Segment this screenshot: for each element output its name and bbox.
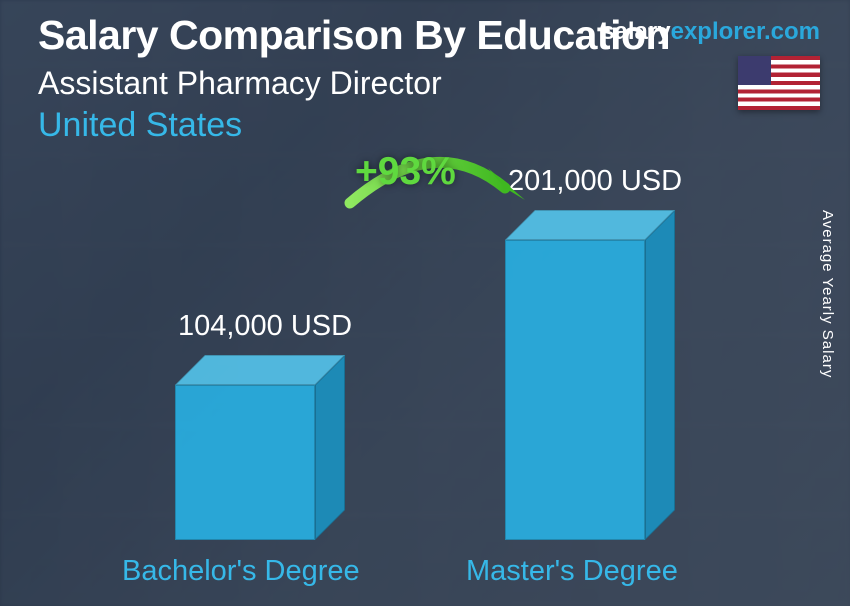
bar-masters: 201,000 USD: [505, 240, 675, 540]
brand-suffix: .com: [764, 18, 820, 45]
bar-side: [645, 210, 675, 540]
bar-front: [175, 385, 315, 540]
brand-part-b: explorer: [671, 18, 764, 45]
percentage-increase: +93%: [355, 150, 456, 194]
bar-value: 104,000 USD: [165, 310, 365, 343]
chart-area: 104,000 USD 201,000 USD Bachelor's Degre…: [0, 150, 850, 606]
brand-block: salaryexplorer.com: [601, 18, 820, 110]
bar-bachelors: 104,000 USD: [175, 385, 345, 540]
bar-side: [315, 355, 345, 540]
brand-part-a: salary: [601, 18, 670, 45]
us-flag-icon: [738, 56, 820, 110]
country-name: United States: [38, 106, 820, 145]
bar-front: [505, 240, 645, 540]
brand-logo-text: salaryexplorer.com: [601, 18, 820, 46]
bar-label-masters: Master's Degree: [466, 555, 678, 588]
bar-label-bachelors: Bachelor's Degree: [122, 555, 360, 588]
